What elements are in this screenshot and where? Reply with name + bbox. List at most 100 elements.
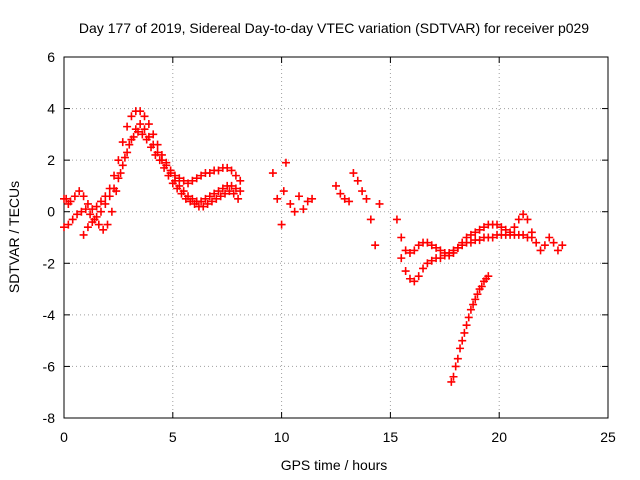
data-point (532, 238, 541, 247)
data-point (94, 220, 103, 229)
data-point (81, 205, 90, 214)
data-point (144, 132, 153, 141)
series-sat-g (397, 230, 536, 286)
data-point (397, 254, 406, 263)
data-point (116, 169, 125, 178)
grid-lines (64, 57, 608, 418)
data-point (86, 210, 95, 219)
x-axis-label: GPS time / hours (281, 457, 388, 473)
data-point (96, 197, 105, 206)
data-point (451, 362, 460, 371)
data-point (460, 328, 469, 337)
y-tick-label: 4 (47, 101, 55, 117)
data-point (114, 174, 123, 183)
data-point (449, 372, 458, 381)
data-point (464, 313, 473, 322)
data-point (118, 161, 127, 170)
data-point (236, 176, 245, 185)
data-point (140, 125, 149, 134)
data-point (519, 210, 528, 219)
data-point (362, 194, 371, 203)
data-point (536, 246, 545, 255)
data-point (79, 192, 88, 201)
data-point (286, 199, 295, 208)
data-point (340, 194, 349, 203)
data-point (205, 192, 214, 201)
data-point (197, 171, 206, 180)
data-point (549, 238, 558, 247)
data-point (203, 199, 212, 208)
data-point (221, 189, 230, 198)
data-point (179, 176, 188, 185)
data-point (392, 215, 401, 224)
data-point (227, 181, 236, 190)
data-point (466, 238, 475, 247)
data-point (229, 189, 238, 198)
data-point (103, 220, 112, 229)
data-point (110, 184, 119, 193)
data-point (558, 241, 567, 250)
data-point (227, 166, 236, 175)
data-point (488, 233, 497, 242)
data-point (225, 187, 234, 196)
data-point (432, 243, 441, 252)
data-point (175, 181, 184, 190)
data-point (436, 254, 445, 263)
data-point (358, 187, 367, 196)
data-point (62, 194, 71, 203)
data-point (410, 277, 419, 286)
data-point (83, 223, 92, 232)
data-point (405, 248, 414, 257)
data-point (456, 344, 465, 353)
data-point (127, 135, 136, 144)
data-point (218, 184, 227, 193)
data-point (290, 207, 299, 216)
plot-frame (63, 56, 609, 419)
data-point (118, 138, 127, 147)
data-point (473, 290, 482, 299)
data-point (214, 166, 223, 175)
data-point (96, 207, 105, 216)
data-point (83, 199, 92, 208)
data-point (475, 225, 484, 234)
data-point (207, 197, 216, 206)
data-point (436, 246, 445, 255)
data-point (184, 192, 193, 201)
y-tick-label: 0 (47, 204, 55, 220)
data-point (70, 192, 79, 201)
data-point (75, 187, 84, 196)
data-point (484, 272, 493, 281)
data-point (149, 130, 158, 139)
data-point (127, 112, 136, 121)
data-point (423, 259, 432, 268)
data-point (236, 187, 245, 196)
data-point (140, 112, 149, 121)
data-point (88, 218, 97, 227)
data-point (466, 230, 475, 239)
data-point (68, 215, 77, 224)
data-point (449, 246, 458, 255)
data-point (149, 140, 158, 149)
x-tick-label: 20 (491, 429, 507, 445)
data-point (162, 161, 171, 170)
x-tick-label: 0 (60, 429, 68, 445)
data-point (493, 220, 502, 229)
data-points (60, 107, 567, 386)
data-point (523, 215, 532, 224)
y-axis-label: SDTVAR / TECUs (6, 181, 22, 293)
data-point (414, 241, 423, 250)
data-point (170, 176, 179, 185)
data-point (123, 148, 132, 157)
data-point (268, 169, 277, 178)
data-point (345, 197, 354, 206)
data-point (212, 194, 221, 203)
data-point (445, 248, 454, 257)
data-point (153, 148, 162, 157)
data-point (401, 267, 410, 276)
data-point (510, 223, 519, 232)
data-point (175, 174, 184, 183)
data-point (540, 241, 549, 250)
data-point (205, 169, 214, 178)
